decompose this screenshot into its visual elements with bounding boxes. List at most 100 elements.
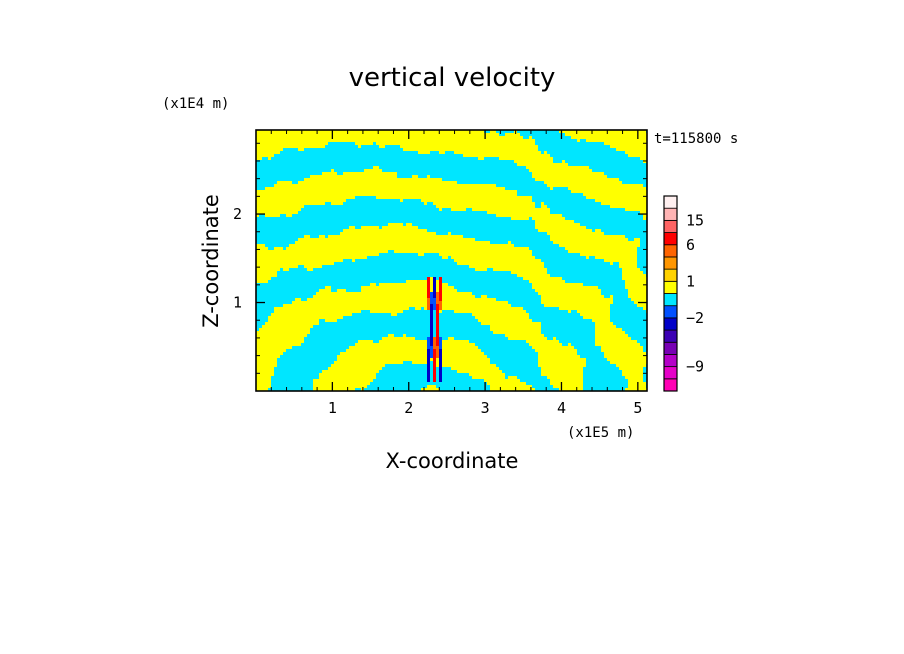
field-cell [637,133,641,137]
field-cell [265,187,269,191]
field-cell [331,166,335,170]
field-cell [349,145,353,149]
field-cell [640,154,644,158]
field-cell [328,133,332,137]
field-cell [466,241,470,245]
field-cell [562,187,566,191]
field-cell [550,208,554,212]
field-cell [307,136,311,140]
field-cell [430,163,434,167]
field-cell [490,151,494,155]
field-cell [352,172,356,176]
field-cell [355,217,359,221]
field-cell [637,184,641,188]
field-cell [340,163,344,167]
field-cell [481,193,485,197]
field-cell [313,160,317,164]
field-cell [367,187,371,191]
field-cell [514,172,518,176]
field-cell [457,211,461,215]
field-cell [493,211,497,215]
field-cell [340,139,344,143]
field-cell [580,169,584,173]
field-cell [322,241,326,245]
field-cell [367,223,371,227]
field-cell [301,208,305,212]
field-cell [316,160,320,164]
field-cell [397,214,401,218]
field-cell [385,199,389,203]
field-cell [613,178,617,182]
field-cell [628,157,632,161]
field-cell [520,229,524,233]
field-cell [283,226,287,230]
field-cell [541,241,545,245]
field-cell [505,166,509,170]
field-cell [490,130,494,134]
field-cell [274,154,278,158]
field-cell [298,133,302,137]
field-cell [529,232,533,236]
field-cell [544,217,548,221]
field-cell [568,181,572,185]
field-cell [337,199,341,203]
field-cell [295,169,299,173]
field-cell [400,151,404,155]
field-cell [640,235,644,239]
field-cell [418,130,422,134]
field-cell [532,139,536,143]
field-cell [478,211,482,215]
field-cell [373,142,377,146]
field-cell [571,193,575,197]
field-cell [370,226,374,230]
field-cell [517,163,521,167]
field-cell [319,145,323,149]
field-cell [301,202,305,206]
field-cell [385,142,389,146]
field-cell [280,175,284,179]
field-cell [346,166,350,170]
field-cell [265,202,269,206]
field-cell [439,181,443,185]
field-cell [484,211,488,215]
field-cell [484,175,488,179]
field-cell [316,217,320,221]
field-cell [592,175,596,179]
field-cell [433,181,437,185]
field-cell [418,202,422,206]
field-cell [640,226,644,230]
field-cell [466,157,470,161]
field-cell [334,139,338,143]
field-cell [373,157,377,161]
field-cell [454,235,458,239]
field-cell [436,160,440,164]
field-cell [259,196,263,200]
field-cell [388,160,392,164]
field-cell [430,178,434,182]
field-cell [352,238,356,242]
field-cell [418,187,422,191]
field-cell [292,160,296,164]
field-cell [595,193,599,197]
field-cell [442,235,446,239]
field-cell [256,175,260,179]
field-cell [382,160,386,164]
field-cell [628,211,632,215]
field-cell [382,208,386,212]
field-cell [376,223,380,227]
field-cell [505,238,509,242]
field-cell [508,160,512,164]
field-cell [304,232,308,236]
field-cell [640,223,644,227]
field-cell [547,199,551,203]
field-cell [580,235,584,239]
field-cell [337,166,341,170]
field-cell [367,151,371,155]
field-cell [262,172,266,176]
field-cell [406,163,410,167]
field-cell [328,139,332,143]
field-cell [535,241,539,245]
field-cell [493,229,497,233]
field-cell [262,211,266,215]
field-cell [328,217,332,221]
